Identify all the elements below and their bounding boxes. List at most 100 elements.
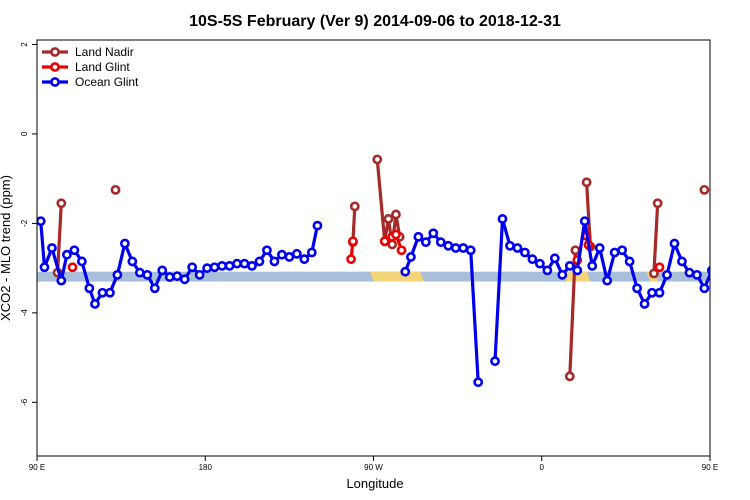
- series-line: [652, 203, 660, 274]
- data-point: [84, 283, 95, 294]
- data-point: [383, 214, 394, 224]
- data-point: [379, 236, 390, 247]
- data-point: [209, 262, 220, 273]
- chart-title: 10S-5S February (Ver 9) 2014-09-06 to 20…: [189, 13, 561, 30]
- series-line: [493, 217, 710, 362]
- data-point: [37, 216, 46, 227]
- data-point: [570, 245, 581, 256]
- x-tick-label: 90 E: [702, 463, 718, 472]
- y-tick-label: -6: [20, 398, 29, 406]
- land-band-segment: [369, 271, 425, 282]
- data-point: [647, 287, 657, 298]
- data-point: [639, 299, 650, 309]
- y-tick-label: -2: [20, 219, 29, 227]
- data-point: [247, 260, 257, 271]
- series-land-glint: [67, 229, 665, 273]
- data-point: [572, 265, 583, 276]
- x-tick-label: 180: [199, 463, 213, 472]
- data-point: [505, 240, 515, 251]
- data-point: [164, 272, 175, 282]
- x-tick-label: 90 W: [364, 463, 383, 472]
- data-point: [594, 243, 605, 253]
- data-point: [284, 252, 295, 262]
- data-point: [602, 275, 613, 286]
- data-point: [346, 254, 356, 265]
- legend-label: Land Glint: [75, 60, 130, 74]
- data-point: [490, 356, 500, 367]
- data-point: [420, 237, 431, 248]
- data-point: [396, 245, 407, 256]
- legend-label: Ocean Glint: [75, 75, 139, 89]
- data-point: [706, 265, 710, 275]
- data-point: [90, 299, 100, 309]
- data-point: [542, 265, 553, 276]
- data-point: [699, 184, 710, 195]
- data-point: [149, 283, 160, 294]
- y-tick-label: 0: [20, 131, 29, 136]
- data-point: [202, 263, 213, 274]
- series-line: [55, 203, 63, 273]
- data-point: [632, 283, 642, 294]
- data-point: [450, 243, 461, 253]
- x-tick-label: 90 E: [29, 463, 45, 472]
- data-point: [105, 287, 115, 298]
- legend-marker: [50, 62, 60, 72]
- data-point: [497, 214, 508, 224]
- land-band-segment: [562, 271, 591, 282]
- data-point: [142, 269, 153, 280]
- y-tick-label: -4: [20, 309, 29, 317]
- data-point: [391, 229, 401, 240]
- data-point: [67, 262, 78, 273]
- data-point: [564, 260, 575, 271]
- data-point: [194, 269, 205, 280]
- data-point: [39, 262, 50, 273]
- legend-marker: [50, 47, 60, 57]
- data-point: [400, 266, 411, 277]
- data-point: [62, 249, 72, 260]
- data-point: [291, 248, 302, 259]
- data-point: [179, 274, 190, 285]
- data-point: [527, 254, 538, 265]
- data-point: [428, 228, 439, 239]
- data-point: [172, 271, 183, 282]
- legend-item: Land Glint: [42, 60, 130, 74]
- data-point: [127, 256, 138, 267]
- y-axis-label: XCO2 - MLO trend (ppm): [0, 175, 13, 321]
- data-point: [684, 267, 695, 278]
- data-point: [269, 256, 280, 267]
- data-point: [69, 245, 80, 256]
- data-point: [312, 220, 323, 231]
- data-point: [465, 245, 476, 256]
- data-point: [372, 154, 383, 165]
- data-point: [549, 253, 560, 264]
- data-point: [692, 269, 702, 280]
- x-axis: 90 E 180 90 W 0 90 E: [29, 456, 718, 472]
- data-point: [512, 243, 523, 253]
- data-point: [387, 239, 398, 250]
- data-point: [587, 260, 598, 271]
- data-point: [617, 245, 628, 256]
- data-point: [56, 198, 67, 209]
- data-point: [306, 247, 317, 258]
- data-point: [654, 287, 665, 298]
- data-point: [157, 265, 168, 276]
- data-point: [435, 237, 446, 248]
- data-point: [112, 269, 123, 280]
- data-point: [224, 260, 235, 271]
- data-point: [97, 287, 108, 298]
- data-point: [677, 256, 687, 267]
- data-point: [187, 262, 198, 273]
- data-point: [473, 377, 484, 388]
- series-ocean-glint: [37, 214, 710, 388]
- data-point: [56, 275, 67, 286]
- data-point: [581, 177, 592, 188]
- y-tick-label: 2: [20, 42, 29, 47]
- data-point: [520, 247, 530, 258]
- data-point: [76, 256, 87, 267]
- data-point: [299, 254, 310, 265]
- data-point: [217, 260, 227, 271]
- data-point: [405, 252, 416, 262]
- data-point: [557, 269, 568, 280]
